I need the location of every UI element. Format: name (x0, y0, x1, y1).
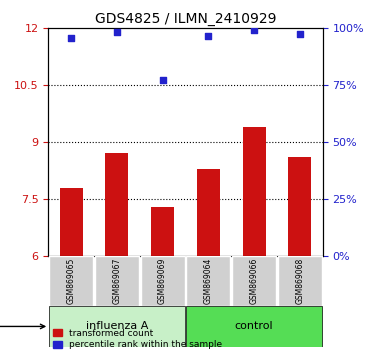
Text: GSM869065: GSM869065 (67, 258, 76, 304)
Text: GSM869068: GSM869068 (295, 258, 304, 304)
FancyBboxPatch shape (186, 256, 230, 306)
Text: GSM869066: GSM869066 (250, 258, 259, 304)
Text: GSM869064: GSM869064 (204, 258, 213, 304)
Legend: transformed count, percentile rank within the sample: transformed count, percentile rank withi… (53, 329, 222, 349)
FancyBboxPatch shape (141, 256, 185, 306)
FancyBboxPatch shape (49, 306, 185, 347)
FancyBboxPatch shape (95, 256, 139, 306)
Bar (60, 188, 82, 256)
Point (297, 31, 303, 37)
Point (114, 29, 120, 35)
FancyBboxPatch shape (232, 256, 276, 306)
Text: infection: infection (0, 321, 45, 331)
Text: GSM869069: GSM869069 (158, 258, 167, 304)
Bar (105, 154, 128, 256)
Text: influenza A: influenza A (86, 321, 148, 331)
Bar (289, 157, 311, 256)
Title: GDS4825 / ILMN_2410929: GDS4825 / ILMN_2410929 (95, 12, 276, 26)
FancyBboxPatch shape (278, 256, 322, 306)
FancyBboxPatch shape (49, 256, 93, 306)
Point (68, 35, 74, 41)
Text: control: control (235, 321, 273, 331)
Text: GSM869067: GSM869067 (112, 258, 121, 304)
Point (160, 77, 165, 82)
FancyBboxPatch shape (186, 306, 322, 347)
Bar (197, 169, 220, 256)
Bar (151, 207, 174, 256)
Point (206, 33, 211, 39)
Point (251, 27, 257, 33)
Bar (243, 127, 266, 256)
